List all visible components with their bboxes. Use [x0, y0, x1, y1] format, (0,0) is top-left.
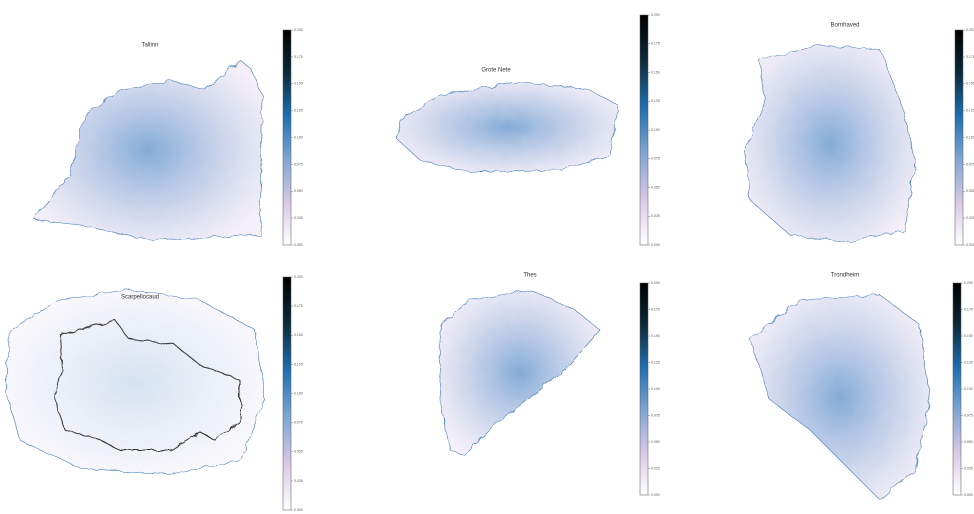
tick-label: 0.200 — [294, 28, 303, 32]
panel-title: Bornhaved — [830, 23, 859, 29]
tick-label: 0.000 — [294, 508, 303, 512]
tick-label: 0.175 — [294, 304, 303, 308]
map-grote-nete — [397, 81, 619, 173]
tick-label: 0.000 — [966, 243, 974, 247]
panel-title: Thes — [523, 273, 536, 279]
map-thes — [439, 289, 601, 456]
panel-title: Tallinn — [141, 43, 158, 49]
colorbar — [639, 282, 649, 496]
tick-label: 0.125 — [651, 360, 660, 364]
tick-label: 0.125 — [964, 360, 973, 364]
tick-label: 0.125 — [294, 109, 303, 113]
tick-label: 0.075 — [651, 157, 660, 161]
tick-label: 0.000 — [294, 243, 303, 247]
tick-label: 0.025 — [294, 479, 303, 483]
tick-label: 0.125 — [966, 109, 974, 113]
tick-label: 0.025 — [651, 214, 660, 218]
tick-label: 0.050 — [651, 440, 660, 444]
panel-title: Trondheim — [831, 273, 859, 279]
tick-label: 0.125 — [651, 99, 660, 103]
colorbar — [639, 14, 649, 246]
tick-label: 0.050 — [651, 185, 660, 189]
map-trondheim — [749, 294, 931, 501]
tick-label: 0.100 — [294, 135, 303, 139]
tick-label: 0.050 — [964, 440, 973, 444]
tick-label: 0.175 — [964, 307, 973, 311]
tick-label: 0.025 — [966, 216, 974, 220]
tick-label: 0.175 — [651, 307, 660, 311]
tick-label: 0.100 — [966, 135, 974, 139]
tick-label: 0.025 — [651, 466, 660, 470]
tick-label: 0.200 — [964, 281, 973, 285]
tick-label: 0.200 — [294, 275, 303, 279]
panel-title: Grote Nete — [481, 68, 511, 74]
tick-label: 0.000 — [651, 493, 660, 497]
tick-label: 0.050 — [294, 450, 303, 454]
tick-label: 0.075 — [651, 413, 660, 417]
tick-label: 0.200 — [651, 13, 660, 17]
map-bornhaved — [744, 44, 916, 243]
tick-label: 0.175 — [651, 42, 660, 46]
tick-label: 0.000 — [964, 493, 973, 497]
tick-label: 0.175 — [294, 55, 303, 59]
tick-label: 0.025 — [964, 466, 973, 470]
tick-label: 0.100 — [294, 391, 303, 395]
colorbar — [952, 282, 962, 496]
tick-label: 0.150 — [651, 70, 660, 74]
tick-label: 0.075 — [966, 162, 974, 166]
map-shapes — [4, 44, 931, 501]
colorbar — [954, 29, 964, 246]
tick-label: 0.150 — [294, 333, 303, 337]
labels: Tallinn Grote Nete Bornhaved Scarpelloca… — [121, 23, 860, 301]
tick-label: 0.050 — [966, 189, 974, 193]
tick-label: 0.100 — [651, 128, 660, 132]
tick-label: 0.125 — [294, 362, 303, 366]
tick-label: 0.025 — [294, 216, 303, 220]
colorbar — [282, 29, 292, 246]
tick-label: 0.200 — [651, 281, 660, 285]
map-tallinn — [34, 59, 263, 241]
tick-label: 0.150 — [651, 334, 660, 338]
tick-label: 0.150 — [966, 82, 974, 86]
tick-label: 0.075 — [294, 421, 303, 425]
tick-label: 0.000 — [651, 243, 660, 247]
colorbar — [282, 276, 292, 511]
panel-title: Scarpellocaud — [121, 295, 159, 301]
map-scarpellocaud — [4, 289, 266, 476]
tick-label: 0.150 — [294, 82, 303, 86]
tick-label: 0.075 — [964, 413, 973, 417]
tick-label: 0.200 — [966, 28, 974, 32]
boundary-outline — [54, 319, 241, 451]
tick-label: 0.175 — [966, 55, 974, 59]
tick-label: 0.050 — [294, 189, 303, 193]
tick-label: 0.100 — [651, 387, 660, 391]
tick-label: 0.100 — [964, 387, 973, 391]
tick-label: 0.150 — [964, 334, 973, 338]
tick-label: 0.075 — [294, 162, 303, 166]
